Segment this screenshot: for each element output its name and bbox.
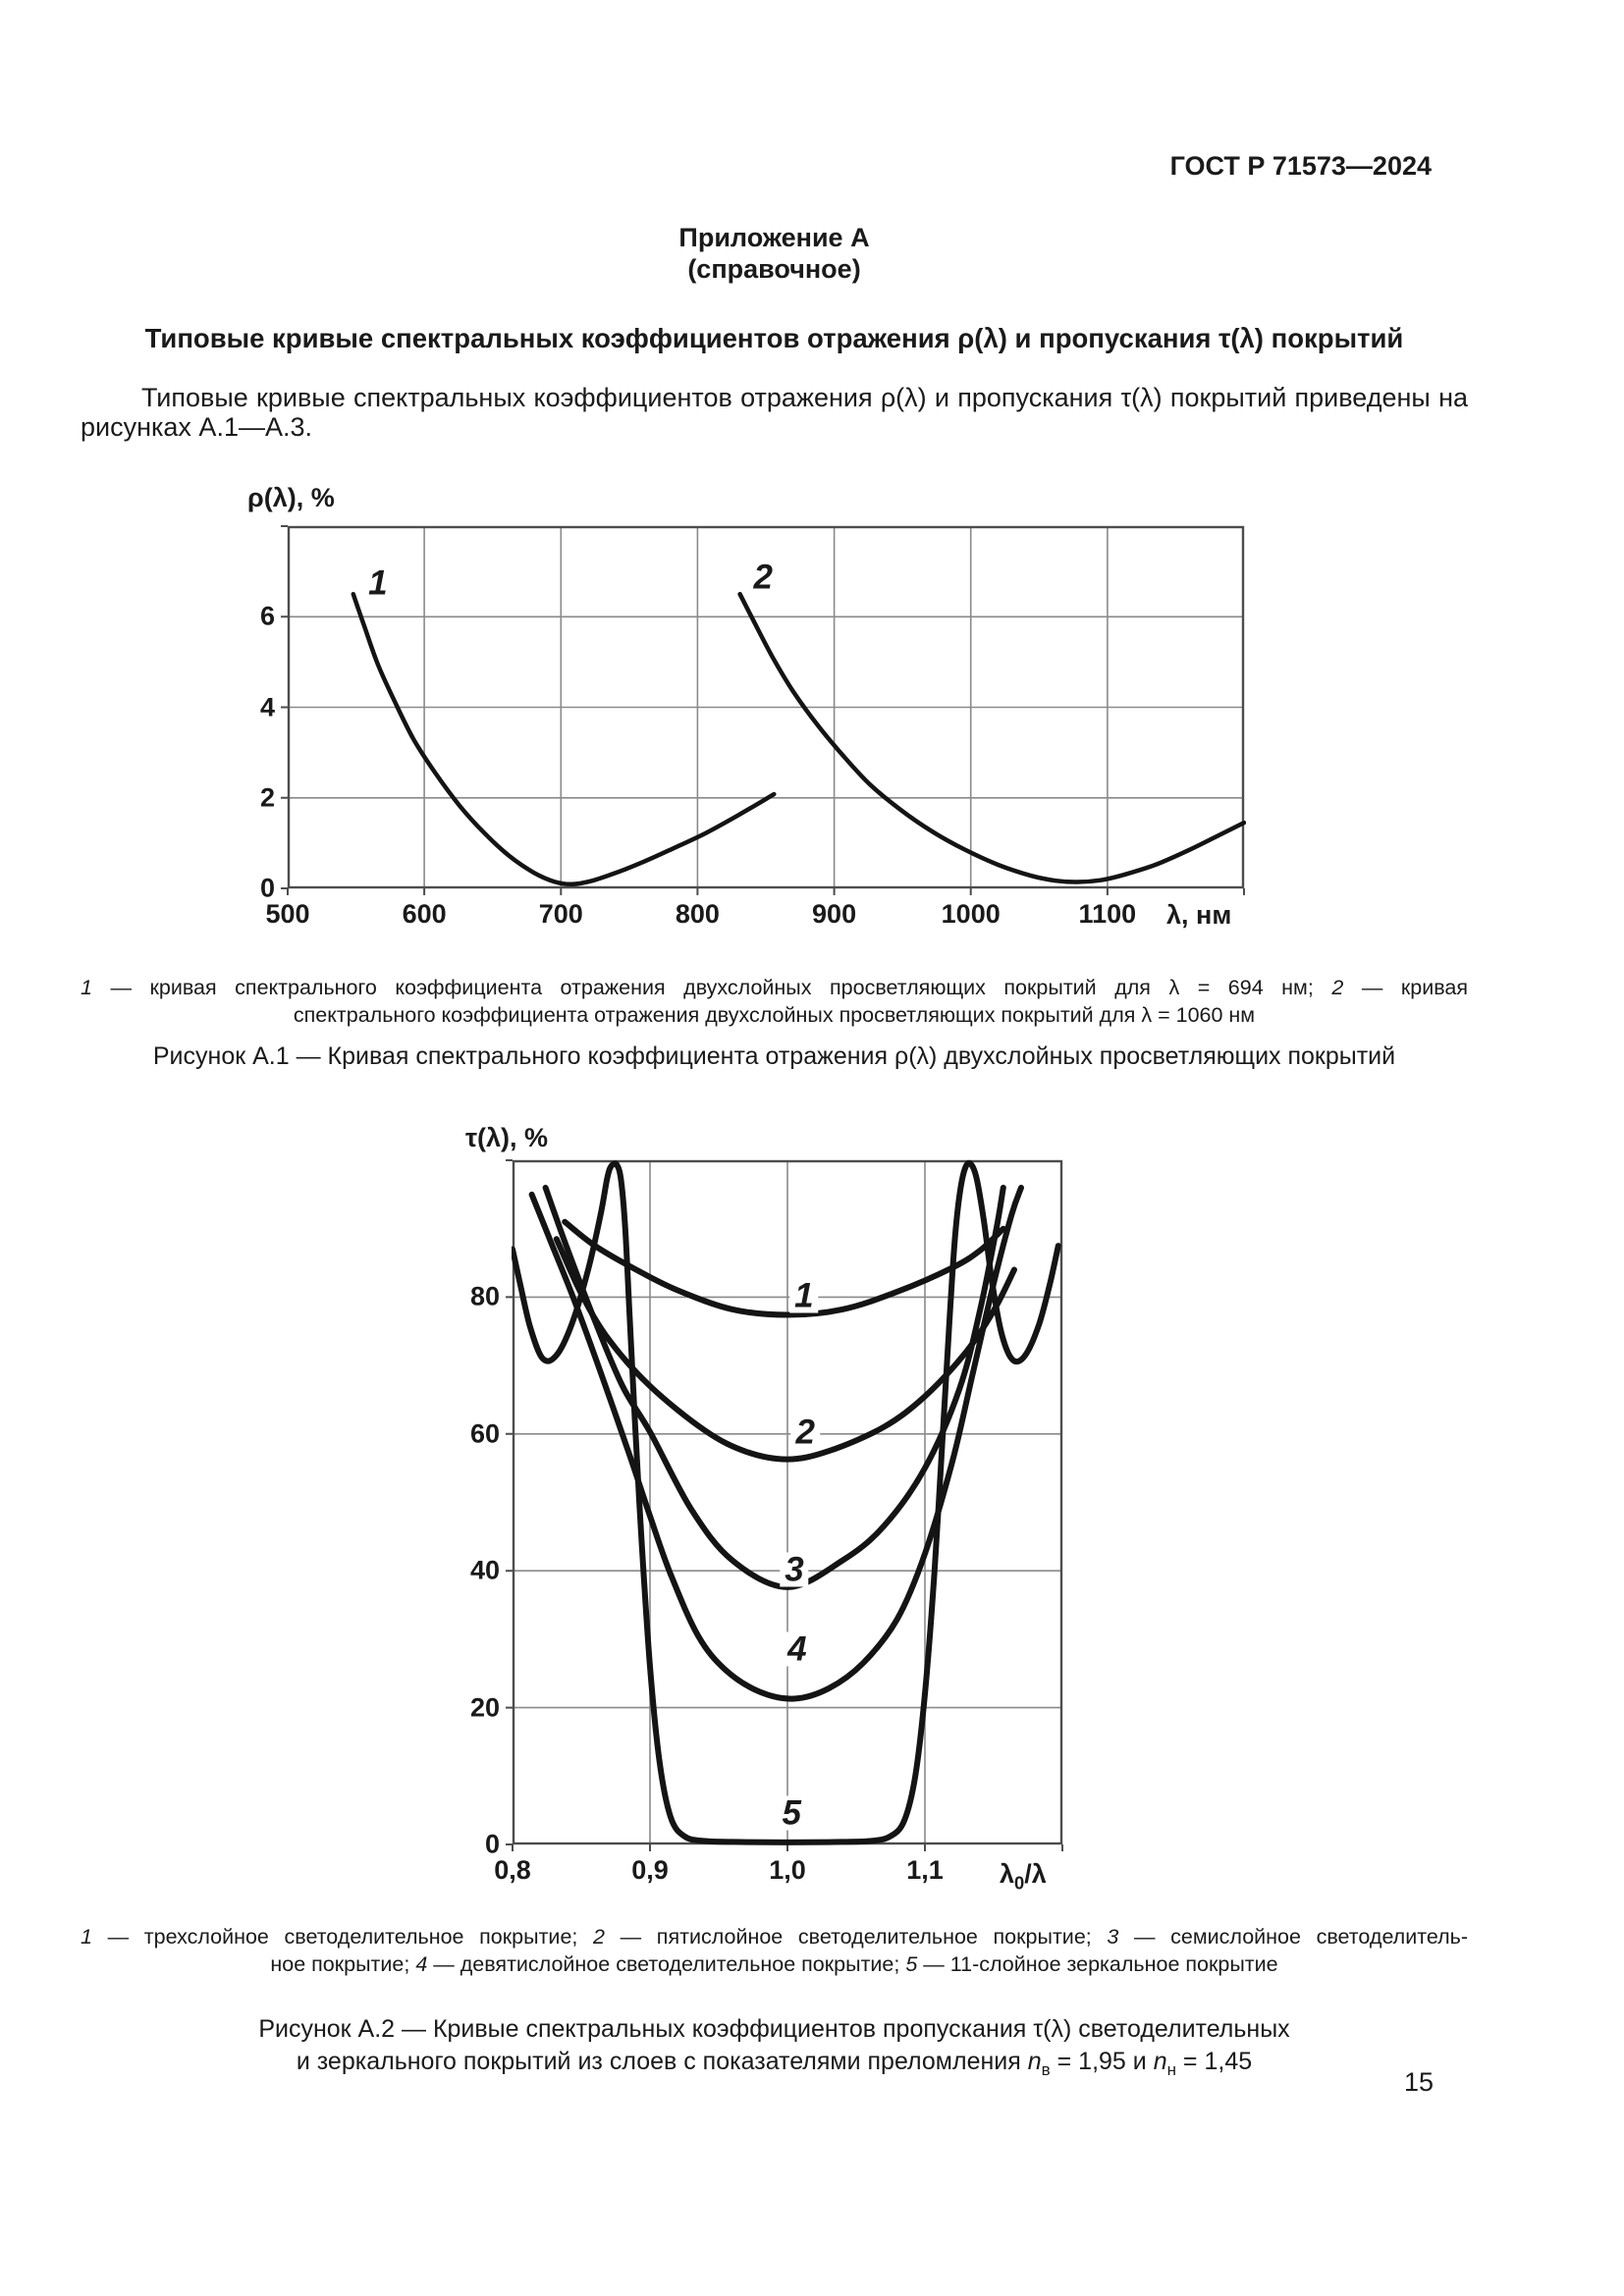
y-tick-label: 0 [484, 1829, 500, 1859]
figure-a2-legend: 1 — трехслойное светоделительное покрыти… [81, 1924, 1468, 1978]
legend-key-3: 3 [1107, 1925, 1119, 1949]
y-tick-label: 80 [469, 1281, 500, 1311]
x-tick-label: 1,1 [906, 1855, 944, 1885]
a2-x-axis-title: λ0/λ [1000, 1859, 1047, 1894]
a2-y-axis-title: τ(λ), % [465, 1123, 549, 1152]
legend-key-1: 1 [81, 1925, 92, 1949]
intro-paragraph: Типовые кривые спектральных коэффициенто… [81, 383, 1468, 442]
refraction-index-high: n [1027, 2048, 1042, 2075]
figure-a1-legend-line-1: 1 — кривая спектрального коэффициента от… [81, 976, 1468, 999]
x-tick-label: 800 [675, 899, 720, 929]
curve-number-label: 3 [780, 1552, 809, 1587]
chart-canvas [506, 1159, 1063, 1851]
legend-key-4: 4 [415, 1951, 428, 1976]
appendix-heading: Приложение А (справочное) [81, 222, 1468, 285]
chart-canvas [281, 525, 1246, 895]
y-tick-label: 0 [259, 873, 275, 903]
intro-paragraph-line-2: рисунках А.1—А.3. [81, 412, 312, 442]
curve-number-label: 2 [790, 1415, 820, 1450]
figure-a2-caption-line-2: и зеркального покрытий из слоев с показа… [296, 2048, 1253, 2079]
curve-number-label: 1 [363, 565, 393, 601]
figure-a1-legend-line-2: спектрального коэффициента отражения дву… [293, 1002, 1256, 1027]
a1-x-axis-title: λ, нм [1166, 900, 1232, 930]
figure-a1-caption: Рисунок А.1 — Кривая спектрального коэфф… [152, 1042, 1396, 1070]
appendix-subtitle: (справочное) [687, 254, 861, 284]
section-title: Типовые кривые спектральных коэффициенто… [144, 323, 1404, 353]
series-curve [737, 591, 1246, 884]
legend-key-2: 2 [1331, 976, 1344, 999]
appendix-title: Приложение А [678, 223, 870, 252]
y-tick-label: 20 [469, 1692, 500, 1723]
legend-key-5: 5 [905, 1951, 918, 1976]
a1-y-axis-title: ρ(λ), % [247, 483, 335, 512]
series-curve [528, 1184, 1024, 1702]
figure-a2-caption-line-1: Рисунок А.2 — Кривые спектральных коэффи… [258, 2015, 1290, 2043]
x-tick-label: 0,9 [631, 1855, 669, 1885]
series-curve [512, 1159, 1061, 1845]
series-curve [542, 1184, 1006, 1590]
x-tick-label: 1000 [941, 899, 1001, 929]
x-tick-label: 0,8 [494, 1855, 531, 1885]
y-tick-label: 4 [259, 692, 275, 721]
x-tick-label: 1100 [1078, 899, 1137, 929]
series-curve [351, 591, 777, 887]
y-tick-label: 2 [259, 782, 275, 813]
curve-number-label: 1 [789, 1278, 819, 1313]
y-tick-label: 60 [469, 1418, 500, 1449]
curve-number-label: 4 [783, 1631, 812, 1667]
series-curve [553, 1236, 1017, 1463]
figure-a1-chart: 500 600 700 800 900 1000 1100 0 2 4 6 1 2 [260, 525, 1246, 929]
x-tick-label: 700 [538, 899, 583, 929]
series-curve [562, 1218, 1006, 1318]
x-tick-label: 1,0 [769, 1855, 806, 1885]
legend-key-1: 1 [81, 976, 92, 999]
figure-a2-chart: 0,8 0,9 1,0 1,1 0 20 40 60 80 1 2 3 4 5 [470, 1159, 1063, 1885]
curve-number-label: 5 [777, 1795, 806, 1831]
x-tick-label: 900 [812, 899, 857, 929]
intro-paragraph-line-1: Типовые кривые спектральных коэффициенто… [141, 383, 1468, 412]
document-header: ГОСТ Р 71573—2024 [1169, 151, 1432, 181]
x-tick-label: 600 [402, 899, 447, 929]
figure-a2-caption: Рисунок А.2 — Кривые спектральных коэффи… [81, 2013, 1468, 2086]
y-tick-label: 40 [469, 1555, 500, 1585]
curve-number-label: 2 [748, 560, 778, 595]
figure-a1-legend: 1 — кривая спектрального коэффициента от… [81, 975, 1468, 1029]
figure-a2-legend-line-1: 1 — трехслойное светоделительное покрыти… [81, 1925, 1468, 1949]
page-number: 15 [1403, 2067, 1434, 2097]
figure-a2-legend-line-2: ное покрытие; 4 — девятислойное светодел… [270, 1951, 1278, 1976]
x-tick-label: 500 [265, 899, 310, 929]
y-tick-label: 6 [259, 601, 275, 631]
legend-key-2: 2 [593, 1925, 605, 1949]
refraction-index-low: n [1153, 2048, 1167, 2075]
